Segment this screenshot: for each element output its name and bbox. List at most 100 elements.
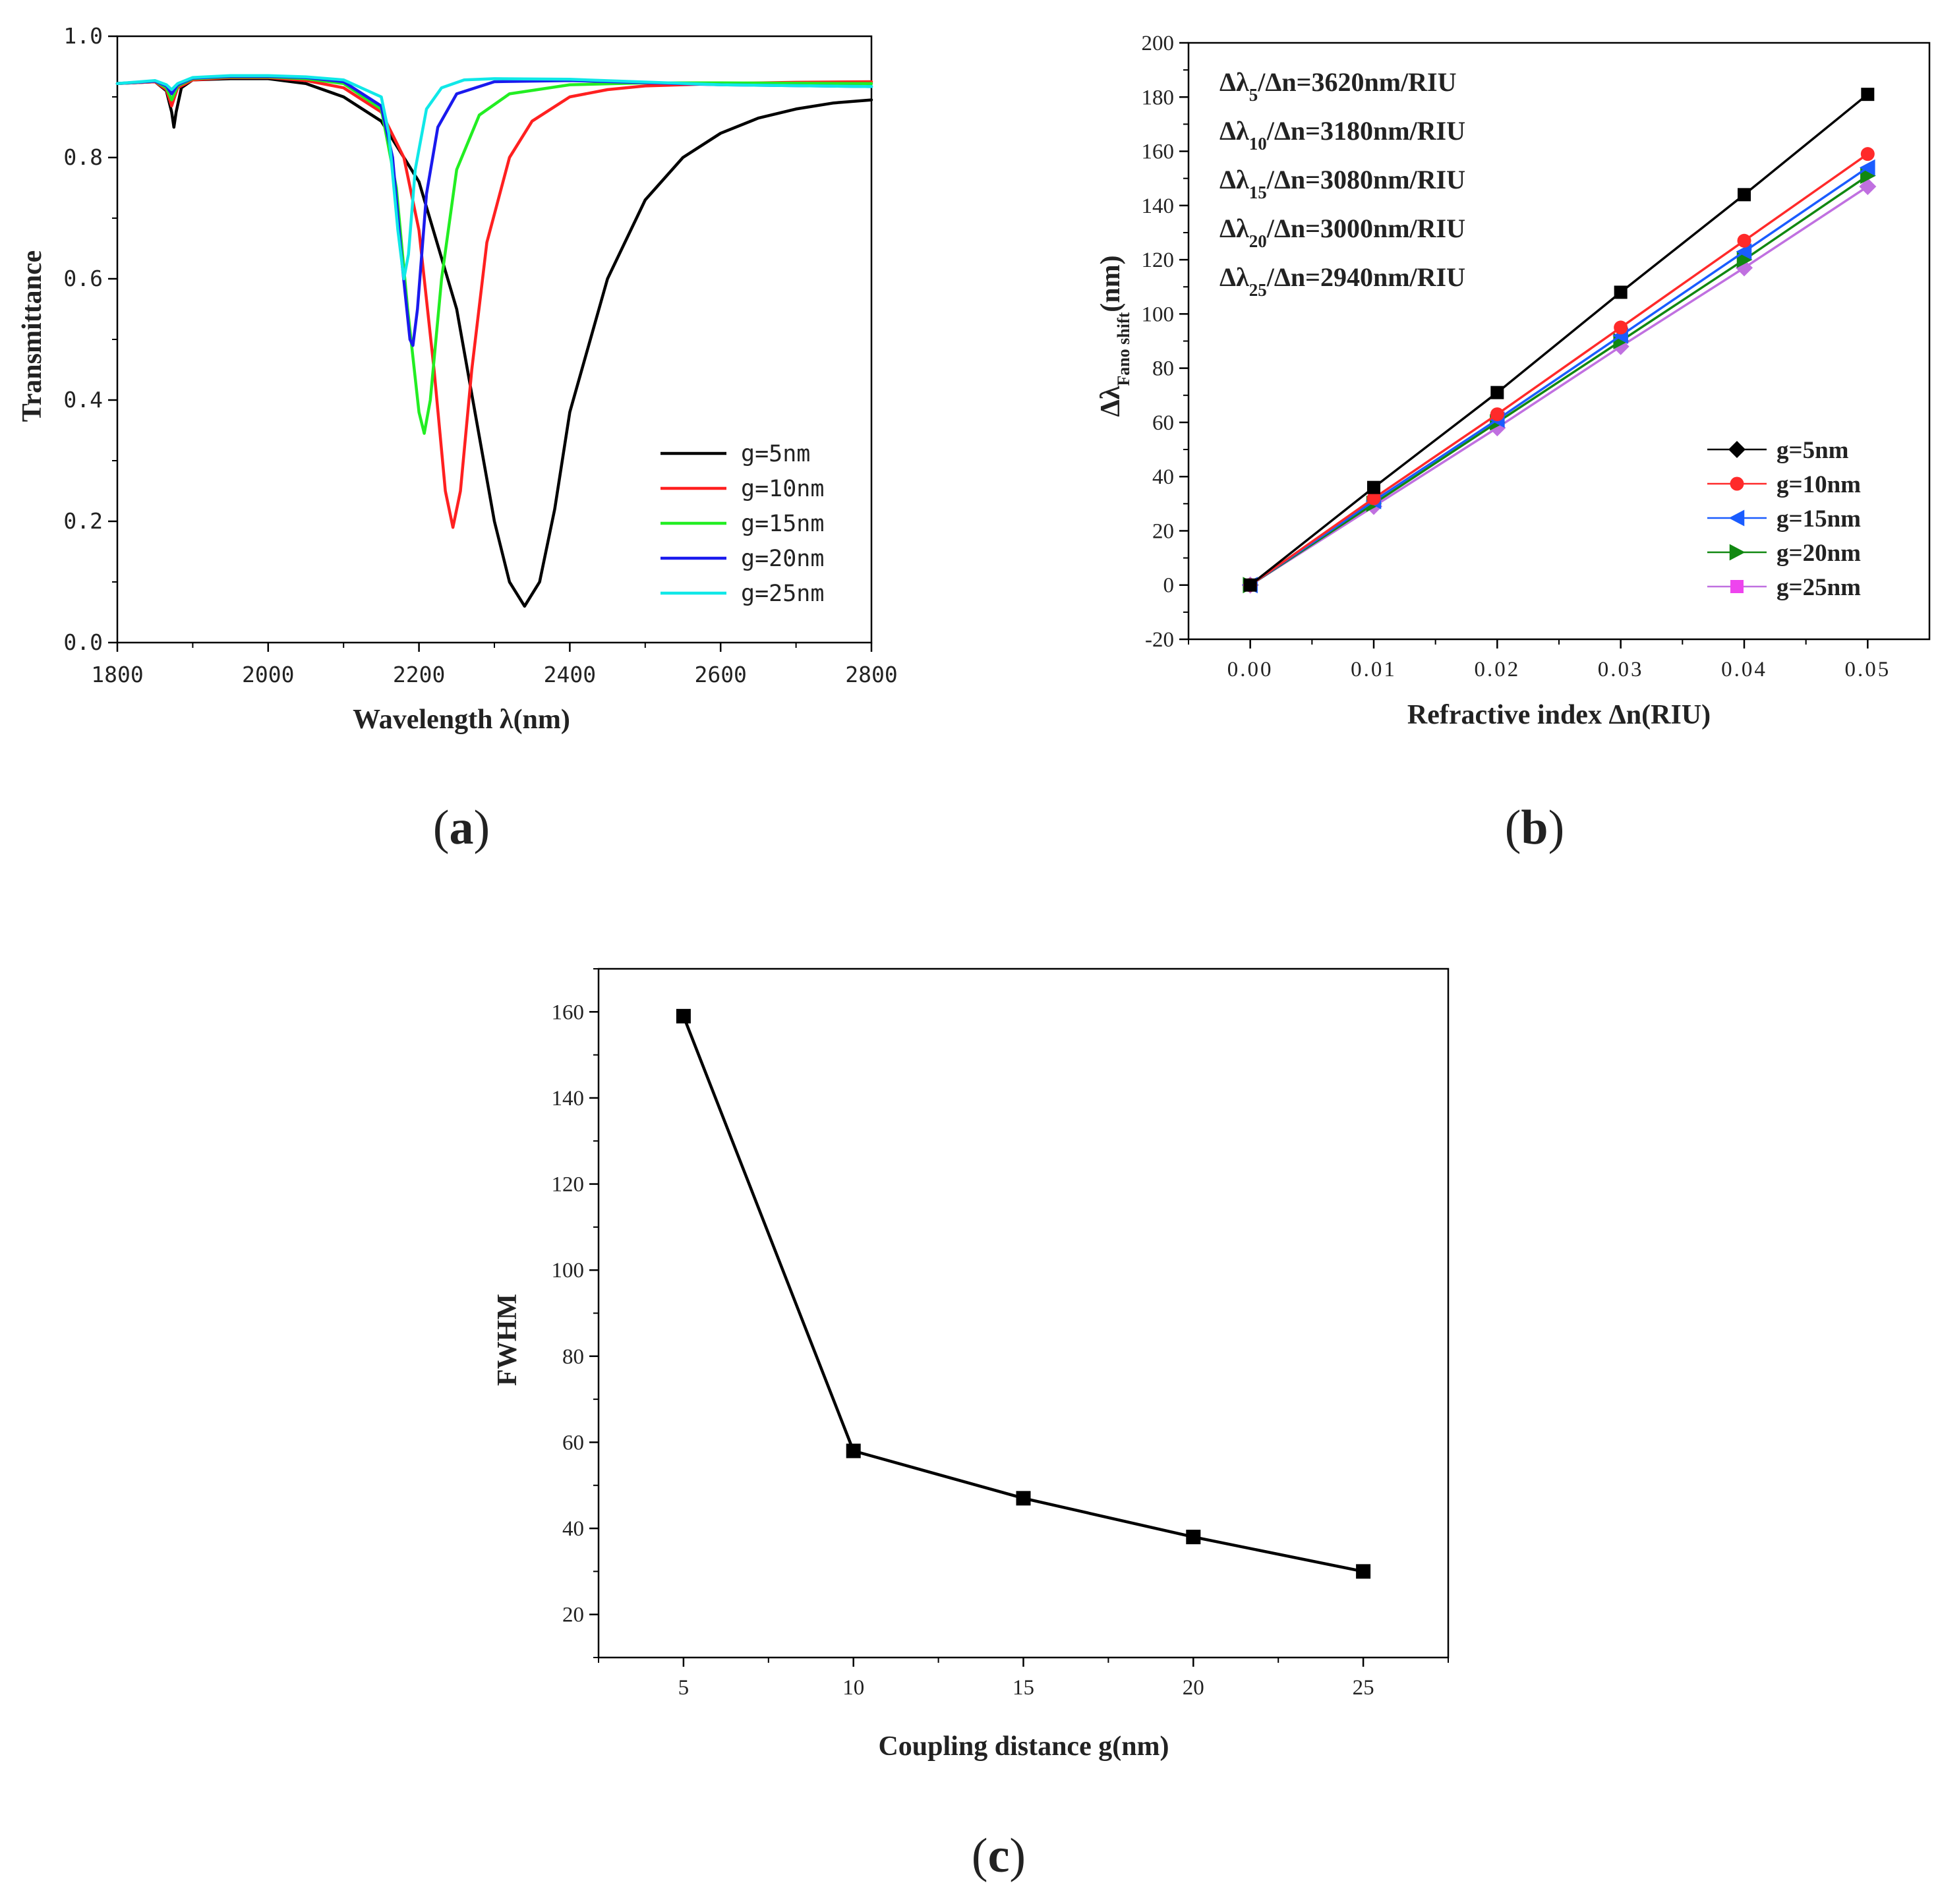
chart-a-y-tick-label: 1.0 — [63, 23, 103, 49]
chart-b-y-tick-label: 120 — [1142, 248, 1175, 272]
chart-a-x-tick-label: 1800 — [91, 662, 143, 687]
chart-panel-a: 1800 2000 2200 2400 2600 2800 0.0 0.2 0.4 0.6 0.8 1… — [17, 23, 898, 855]
chart-c-panel-label: (c) — [972, 1829, 1026, 1883]
chart-b-legend: g=5nm g=10nm g=15nm g=20nm g=25nm — [1707, 437, 1861, 601]
chart-c-point — [676, 1008, 691, 1024]
chart-c-x-tick-label: 25 — [1353, 1676, 1374, 1700]
chart-b-y-tick-label: 40 — [1152, 465, 1174, 489]
chart-b-annotation-post: /Δn=3620nm/RIU — [1257, 67, 1456, 97]
chart-c-x-tick-label: 20 — [1183, 1676, 1204, 1700]
chart-b-point-1 — [1490, 386, 1504, 399]
chart-b-annotation-pre: Δλ — [1219, 262, 1249, 292]
chart-b-plot-area: 0.00 0.01 0.02 0.03 0.04 0.05 -20 0 20 40 60 80 100 1… — [1142, 32, 1931, 681]
chart-b-legend-label-4: g=20nm — [1776, 540, 1861, 567]
chart-b-legend-label-3: g=15nm — [1776, 505, 1861, 533]
chart-a-y-tick-label: 0.8 — [63, 144, 103, 170]
chart-a-y-tick-label: 0.2 — [63, 508, 103, 534]
chart-b-x-tick-label: 0.01 — [1351, 658, 1397, 681]
chart-b-series-line-2 — [1249, 153, 1869, 587]
chart-b-ylabel: ΔλFano shift(nm) — [1096, 255, 1133, 417]
chart-b-point-1 — [1614, 285, 1628, 299]
chart-b-y-tick-label: -20 — [1145, 628, 1174, 652]
chart-c-plot-area: 5 10 15 20 25 20 40 60 80 100 120 140 160 — [552, 967, 1450, 1700]
chart-b-panel-letter: b — [1521, 801, 1548, 855]
chart-a-series-line-5 — [115, 74, 873, 281]
chart-panel-b: 0.00 0.01 0.02 0.03 0.04 0.05 -20 0 20 40 60 80 100 1… — [1096, 32, 1931, 855]
chart-a-plot-area: 1800 2000 2200 2400 2600 2800 0.0 0.2 0.4 0.6 0.8 1… — [63, 23, 897, 687]
chart-b-point-3 — [1736, 243, 1752, 260]
chart-a-x-tick-label: 2000 — [242, 662, 294, 687]
chart-b-y-tick-label: 100 — [1142, 303, 1175, 326]
chart-b-annotation-pre: Δλ — [1219, 165, 1249, 194]
chart-a-series-line-1 — [115, 77, 873, 608]
chart-b-ylabel-sub: Fano shift — [1114, 312, 1133, 386]
chart-b-x-tick-label: 0.05 — [1844, 658, 1891, 681]
chart-b-annotation-post: /Δn=2940nm/RIU — [1266, 262, 1465, 292]
chart-b-legend-marker-4 — [1729, 544, 1746, 561]
chart-b-annotation-post: /Δn=3080nm/RIU — [1266, 165, 1465, 194]
chart-b-x-tick-label: 0.04 — [1721, 658, 1767, 681]
chart-b-y-tick-label: 20 — [1152, 519, 1174, 543]
chart-a-ylabel: Transmittance — [17, 250, 47, 422]
chart-b-point-2 — [1860, 147, 1875, 161]
chart-c-ylabel: FWHM — [492, 1294, 523, 1386]
chart-b-y-tick-label: 0 — [1163, 574, 1175, 598]
chart-a-x-tick-label: 2600 — [694, 662, 746, 687]
chart-a-legend-label-4: g=20nm — [741, 546, 824, 572]
chart-b-point-2 — [1737, 233, 1751, 248]
chart-a-legend-label-3: g=15nm — [741, 511, 824, 537]
chart-b-y-tick-label: 160 — [1142, 140, 1175, 164]
chart-b-xlabel: Refractive index Δn(RIU) — [1407, 700, 1711, 730]
chart-b-y-tick-label: 80 — [1152, 357, 1174, 381]
chart-b-x-tick-label: 0.00 — [1227, 658, 1274, 681]
chart-c-xlabel: Coupling distance g(nm) — [878, 1731, 1169, 1762]
chart-b-x-tick-label: 0.02 — [1474, 658, 1520, 681]
chart-b-annotation-pre: Δλ — [1219, 67, 1249, 97]
chart-b-y-tick-label: 140 — [1142, 194, 1175, 218]
chart-b-annotation-sub: 15 — [1249, 183, 1267, 202]
chart-b-y-tick-label: 60 — [1152, 411, 1174, 435]
chart-b-legend-marker-2 — [1730, 476, 1744, 491]
chart-b-annotation-pre: Δλ — [1219, 116, 1249, 146]
chart-a-legend-label-2: g=10nm — [741, 476, 824, 502]
chart-b-legend-marker-5 — [1730, 580, 1744, 593]
chart-b-panel-label: (b) — [1505, 801, 1564, 855]
chart-c-y-tick-label: 160 — [552, 1000, 585, 1024]
chart-c-panel-letter: c — [988, 1829, 1010, 1883]
chart-c-x-tick-label: 5 — [678, 1676, 690, 1700]
chart-a-series-group — [115, 74, 873, 608]
chart-b-annotation-sub: 5 — [1249, 85, 1258, 105]
chart-b-x-tick-label: 0.03 — [1598, 658, 1644, 681]
chart-c-point — [1356, 1564, 1371, 1579]
chart-b-point-1 — [1243, 578, 1257, 592]
chart-b-ylabel-tail: (nm) — [1096, 255, 1126, 312]
chart-c-x-tick-label: 10 — [842, 1676, 864, 1700]
chart-b-series-line-3 — [1249, 166, 1869, 587]
chart-panel-c: 5 10 15 20 25 20 40 60 80 100 120 140 160 Coupling d… — [492, 967, 1450, 1883]
chart-c-y-tick-label: 140 — [552, 1087, 585, 1111]
chart-b-point-3 — [1859, 159, 1875, 176]
chart-b-series-line-1 — [1249, 93, 1869, 587]
chart-a-y-tick-label: 0.4 — [63, 387, 103, 413]
chart-b-y-tick-label: 200 — [1142, 32, 1175, 55]
chart-b-point-2 — [1614, 320, 1628, 335]
chart-c-y-tick-label: 100 — [552, 1259, 585, 1283]
chart-c-y-tick-label: 20 — [562, 1603, 584, 1627]
chart-c-x-tick-label: 15 — [1013, 1676, 1034, 1700]
chart-b-point-2 — [1366, 491, 1381, 505]
chart-a-legend: g=5nm g=10nm g=15nm g=20nm g=25nm — [661, 441, 824, 607]
chart-b-annotation-sub: 10 — [1249, 134, 1267, 154]
chart-b-point-1 — [1367, 480, 1380, 494]
chart-b-legend-label-2: g=10nm — [1776, 471, 1861, 498]
chart-b-ylabel-main: Δλ — [1096, 386, 1126, 417]
chart-c-y-tick-label: 120 — [552, 1173, 585, 1197]
chart-b-annotation-post: /Δn=3000nm/RIU — [1266, 214, 1465, 243]
chart-b-point-4 — [1860, 167, 1876, 185]
chart-b-annotation-1: Δλ5/Δn=3620nm/RIU — [1219, 67, 1456, 105]
chart-b-series-line-5 — [1249, 185, 1869, 587]
chart-b-point-2 — [1490, 407, 1504, 422]
chart-a-x-tick-label: 2800 — [845, 662, 897, 687]
chart-b-annotation-sub: 25 — [1249, 280, 1267, 300]
